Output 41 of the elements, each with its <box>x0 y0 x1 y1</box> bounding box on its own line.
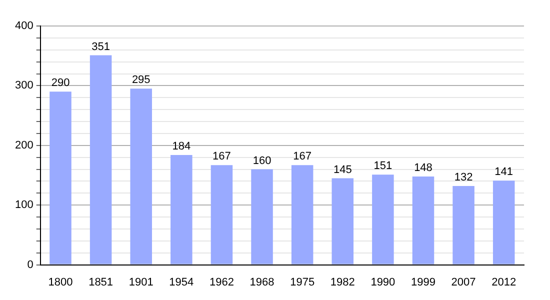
bar <box>372 174 394 264</box>
x-tick-label: 1800 <box>48 276 73 288</box>
bar <box>332 178 354 264</box>
data-label: 145 <box>333 164 352 176</box>
data-label: 290 <box>51 77 70 90</box>
data-label: 295 <box>132 74 150 86</box>
y-tick-label: 400 <box>14 20 34 32</box>
x-tick-label: 1990 <box>370 276 396 288</box>
data-label: 167 <box>212 150 231 163</box>
x-tick-label: 1851 <box>88 276 114 288</box>
x-tick-label: 1975 <box>290 276 315 288</box>
bar <box>170 154 192 264</box>
data-label: 151 <box>374 160 392 172</box>
x-tick-label: 2012 <box>492 276 516 288</box>
bar <box>291 165 314 264</box>
x-tick-label: 1901 <box>128 276 154 288</box>
y-tick-label: 200 <box>14 139 34 152</box>
x-tick-label: 1999 <box>411 276 436 288</box>
data-label: 184 <box>172 140 191 152</box>
data-label: 351 <box>92 40 110 53</box>
bar <box>452 186 474 264</box>
bar <box>251 169 273 264</box>
bar <box>130 88 152 264</box>
x-tick-label: 2007 <box>451 276 476 288</box>
y-tick-label: 0 <box>27 258 34 271</box>
x-tick-label: 1962 <box>209 276 234 288</box>
bar <box>492 180 515 264</box>
data-label: 160 <box>252 154 272 167</box>
data-label: 141 <box>494 166 514 178</box>
data-label: 132 <box>454 172 473 184</box>
x-tick-label: 1968 <box>250 276 274 288</box>
data-label: 148 <box>414 162 432 174</box>
data-label: 167 <box>293 150 312 163</box>
bar <box>412 176 434 264</box>
bar <box>50 92 72 264</box>
x-tick-label: 1954 <box>169 276 194 288</box>
x-tick-label: 1982 <box>330 276 355 288</box>
y-tick-label: 300 <box>14 80 34 92</box>
y-tick-label: 100 <box>14 199 34 212</box>
bar <box>90 55 112 264</box>
bar <box>210 165 233 264</box>
